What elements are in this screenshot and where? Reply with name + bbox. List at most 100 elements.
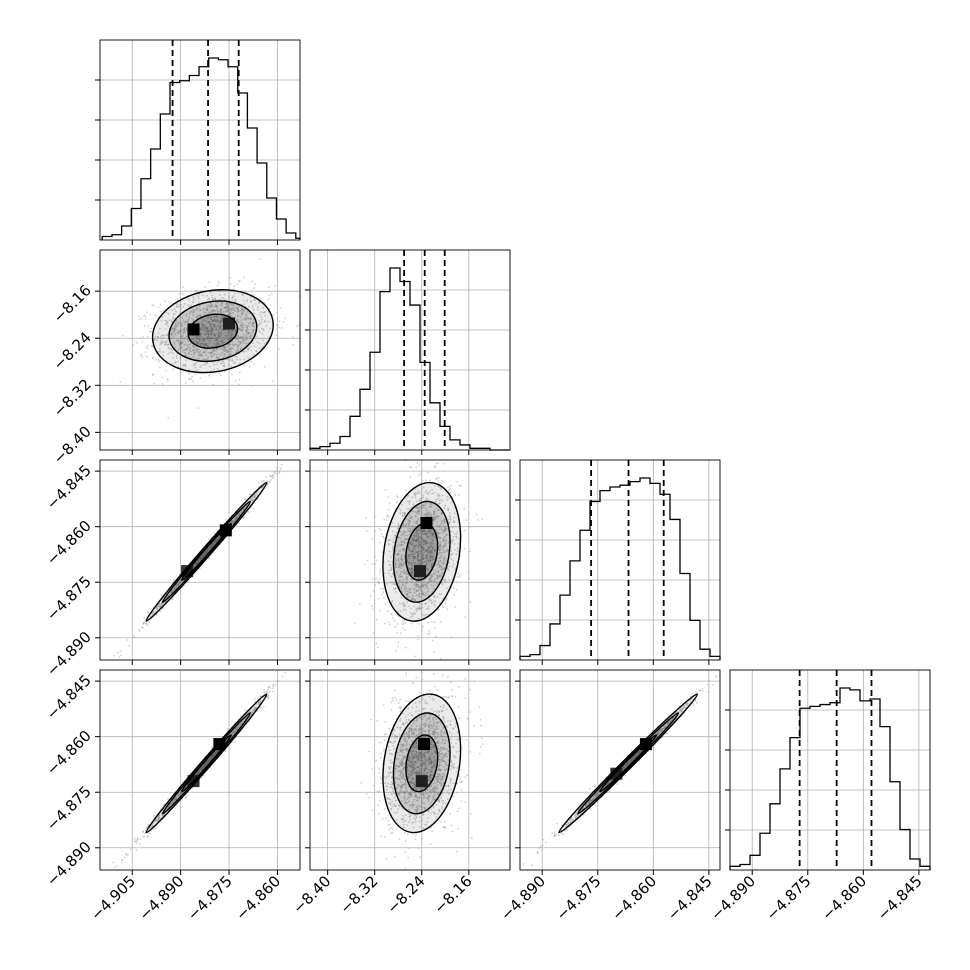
- sample-point: [244, 709, 246, 712]
- sample-point: [249, 498, 252, 501]
- sample-point: [173, 328, 176, 331]
- sample-point: [200, 354, 203, 357]
- sample-point: [242, 339, 245, 342]
- sample-point: [154, 335, 157, 338]
- sample-point: [442, 549, 445, 551]
- sample-point: [396, 553, 399, 556]
- sample-point: [408, 513, 411, 516]
- sample-point: [440, 527, 443, 530]
- sample-point: [210, 310, 213, 313]
- sample-point: [400, 559, 403, 562]
- sample-point: [201, 358, 204, 361]
- sample-point: [203, 350, 206, 353]
- sample-point: [215, 539, 218, 541]
- sample-point: [177, 583, 180, 585]
- sample-point: [430, 538, 433, 541]
- sample-point: [441, 572, 443, 574]
- sample-point: [167, 806, 170, 809]
- sample-point: [198, 354, 201, 357]
- sample-point: [399, 512, 402, 515]
- sample-point: [369, 595, 372, 598]
- sample-point: [410, 598, 413, 601]
- sample-point: [178, 583, 180, 586]
- sample-point: [451, 526, 454, 529]
- sample-point: [221, 319, 223, 322]
- sample-point: [433, 536, 436, 538]
- sample-point: [275, 311, 278, 314]
- sample-point: [417, 542, 420, 545]
- sample-point: [174, 346, 176, 349]
- sample-point: [195, 562, 197, 564]
- sample-point: [427, 560, 429, 562]
- sample-point: [453, 520, 455, 522]
- sample-point: [262, 329, 265, 332]
- sample-point: [156, 608, 159, 610]
- sample-point: [182, 319, 185, 322]
- sample-point: [397, 536, 400, 539]
- sample-point: [196, 315, 199, 317]
- sample-point: [192, 296, 195, 298]
- sample-point: [179, 342, 182, 345]
- sample-point: [262, 485, 265, 488]
- sample-point: [248, 318, 251, 320]
- sample-point: [400, 541, 403, 544]
- sample-point: [433, 513, 435, 516]
- sample-point: [237, 515, 240, 517]
- sample-point: [394, 562, 397, 564]
- sample-point: [168, 594, 170, 597]
- sample-point: [251, 499, 254, 502]
- sample-point: [203, 286, 206, 288]
- sample-point: [227, 307, 229, 310]
- sample-point: [254, 302, 257, 305]
- sample-point: [159, 348, 161, 350]
- sample-point: [153, 382, 156, 385]
- sample-point: [200, 766, 203, 769]
- sample-point: [187, 346, 190, 348]
- sample-point: [414, 612, 416, 615]
- sample-point: [263, 691, 266, 694]
- density-layer: [112, 671, 287, 869]
- sample-point: [463, 529, 466, 532]
- sample-point: [263, 481, 266, 483]
- sample-point: [428, 578, 431, 580]
- sample-point: [230, 353, 233, 356]
- sample-point: [138, 842, 141, 845]
- sample-point: [221, 339, 223, 342]
- sample-point: [236, 726, 239, 729]
- sample-point: [185, 328, 188, 330]
- sample-point: [396, 527, 399, 530]
- sample-point: [394, 587, 397, 590]
- sample-point: [413, 546, 416, 549]
- sample-point: [199, 334, 202, 337]
- sample-point: [405, 587, 408, 590]
- sample-point: [440, 512, 443, 515]
- sample-point: [162, 336, 165, 339]
- sample-point: [208, 310, 211, 312]
- sample-point: [158, 358, 160, 361]
- sample-point: [196, 320, 199, 323]
- sample-point: [171, 331, 173, 334]
- sample-point: [250, 711, 253, 714]
- sample-point: [197, 348, 200, 351]
- sample-point: [409, 527, 412, 530]
- sample-point: [195, 289, 197, 292]
- sample-point: [179, 582, 182, 585]
- sample-point: [437, 577, 439, 579]
- sample-point: [415, 529, 418, 531]
- sample-point: [185, 313, 188, 316]
- sample-point: [411, 580, 414, 583]
- sample-point: [401, 619, 404, 622]
- sample-point: [146, 344, 149, 347]
- sample-point: [203, 319, 206, 321]
- sample-point: [417, 560, 420, 563]
- sample-point: [199, 328, 202, 331]
- sample-point: [252, 321, 255, 324]
- sample-point: [194, 363, 197, 366]
- sample-point: [206, 760, 209, 763]
- sample-point: [219, 321, 222, 324]
- sample-point: [232, 522, 234, 524]
- sample-point: [391, 613, 393, 616]
- sample-point: [414, 562, 416, 564]
- sample-point: [188, 378, 191, 381]
- sample-point: [406, 534, 409, 537]
